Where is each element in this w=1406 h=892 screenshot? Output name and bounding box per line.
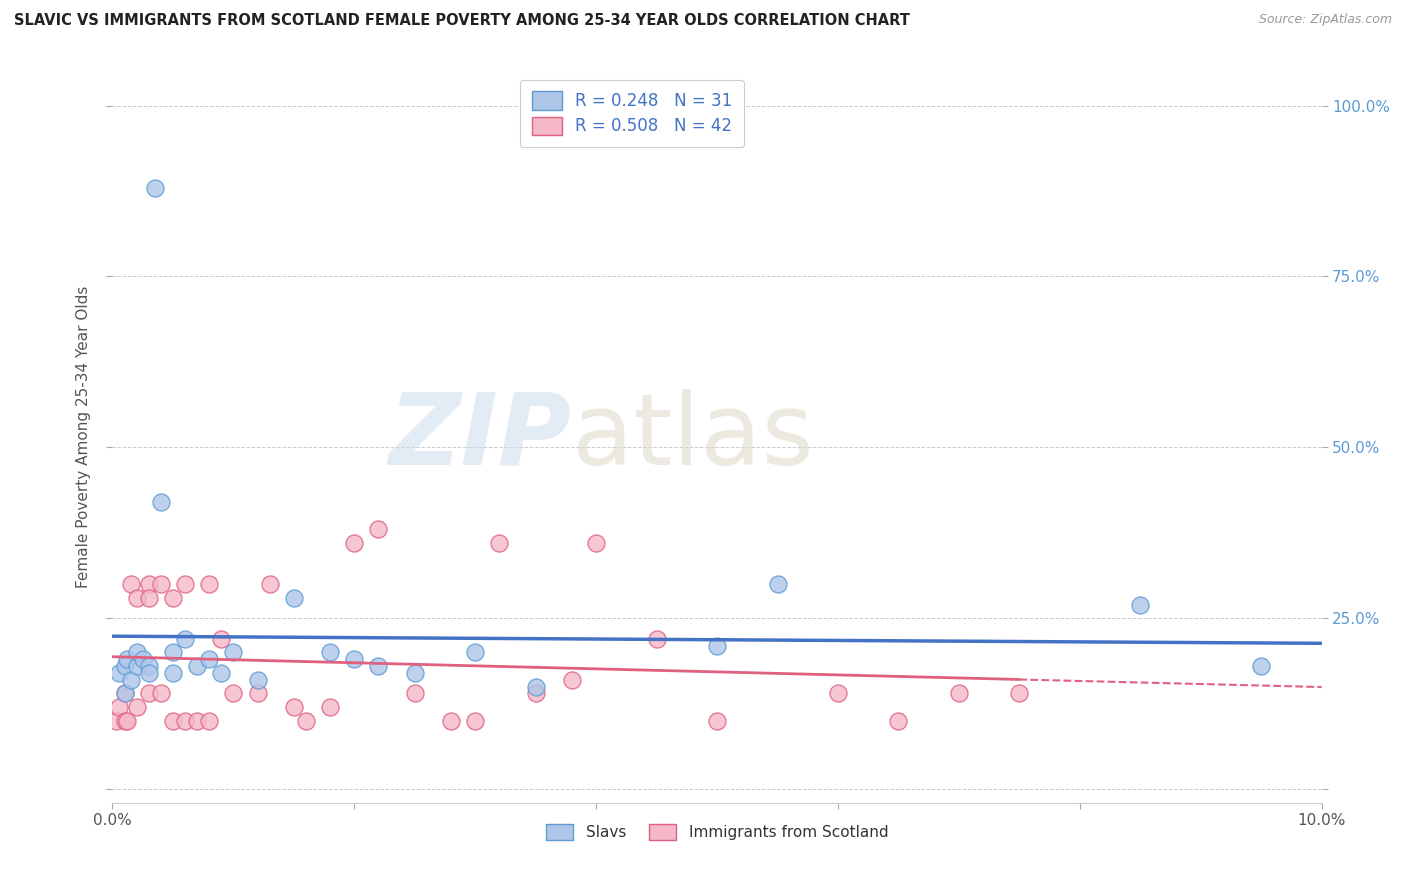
Point	[125, 591, 148, 605]
Point	[319, 645, 342, 659]
Point	[149, 577, 172, 591]
Point	[827, 686, 849, 700]
Point	[246, 686, 269, 700]
Point	[367, 659, 389, 673]
Point	[143, 180, 166, 194]
Point	[488, 536, 510, 550]
Point	[404, 686, 426, 700]
Point	[115, 652, 138, 666]
Point	[162, 665, 184, 680]
Point	[115, 714, 138, 728]
Point	[138, 577, 160, 591]
Point	[343, 652, 366, 666]
Point	[706, 639, 728, 653]
Point	[138, 665, 160, 680]
Point	[198, 577, 221, 591]
Point	[162, 645, 184, 659]
Text: atlas: atlas	[572, 389, 814, 485]
Point	[259, 577, 281, 591]
Point	[198, 652, 221, 666]
Point	[222, 645, 245, 659]
Point	[125, 645, 148, 659]
Point	[706, 714, 728, 728]
Point	[107, 665, 129, 680]
Point	[120, 577, 142, 591]
Point	[149, 686, 172, 700]
Point	[319, 700, 342, 714]
Point	[524, 680, 547, 694]
Point	[174, 714, 197, 728]
Point	[367, 522, 389, 536]
Point	[132, 652, 155, 666]
Point	[114, 714, 136, 728]
Point	[404, 665, 426, 680]
Text: SLAVIC VS IMMIGRANTS FROM SCOTLAND FEMALE POVERTY AMONG 25-34 YEAR OLDS CORRELAT: SLAVIC VS IMMIGRANTS FROM SCOTLAND FEMAL…	[14, 13, 910, 29]
Point	[186, 714, 208, 728]
Legend: Slavs, Immigrants from Scotland: Slavs, Immigrants from Scotland	[540, 817, 894, 847]
Text: ZIP: ZIP	[389, 389, 572, 485]
Point	[585, 536, 607, 550]
Point	[138, 591, 160, 605]
Point	[464, 645, 486, 659]
Point	[887, 714, 910, 728]
Y-axis label: Female Poverty Among 25-34 Year Olds: Female Poverty Among 25-34 Year Olds	[76, 286, 91, 588]
Point	[186, 659, 208, 673]
Point	[114, 659, 136, 673]
Point	[343, 536, 366, 550]
Point	[174, 577, 197, 591]
Point	[524, 686, 547, 700]
Point	[283, 700, 305, 714]
Point	[561, 673, 583, 687]
Point	[948, 686, 970, 700]
Point	[645, 632, 668, 646]
Point	[162, 714, 184, 728]
Point	[209, 665, 232, 680]
Point	[105, 714, 128, 728]
Point	[1008, 686, 1031, 700]
Point	[120, 673, 142, 687]
Point	[114, 686, 136, 700]
Point	[114, 686, 136, 700]
Point	[246, 673, 269, 687]
Point	[149, 495, 172, 509]
Point	[283, 591, 305, 605]
Point	[209, 632, 232, 646]
Point	[1129, 598, 1152, 612]
Point	[1250, 659, 1272, 673]
Point	[174, 632, 197, 646]
Point	[138, 659, 160, 673]
Point	[440, 714, 463, 728]
Point	[125, 659, 148, 673]
Point	[125, 700, 148, 714]
Point	[766, 577, 789, 591]
Point	[198, 714, 221, 728]
Point	[107, 700, 129, 714]
Point	[162, 591, 184, 605]
Point	[138, 686, 160, 700]
Point	[464, 714, 486, 728]
Text: Source: ZipAtlas.com: Source: ZipAtlas.com	[1258, 13, 1392, 27]
Point	[295, 714, 318, 728]
Point	[222, 686, 245, 700]
